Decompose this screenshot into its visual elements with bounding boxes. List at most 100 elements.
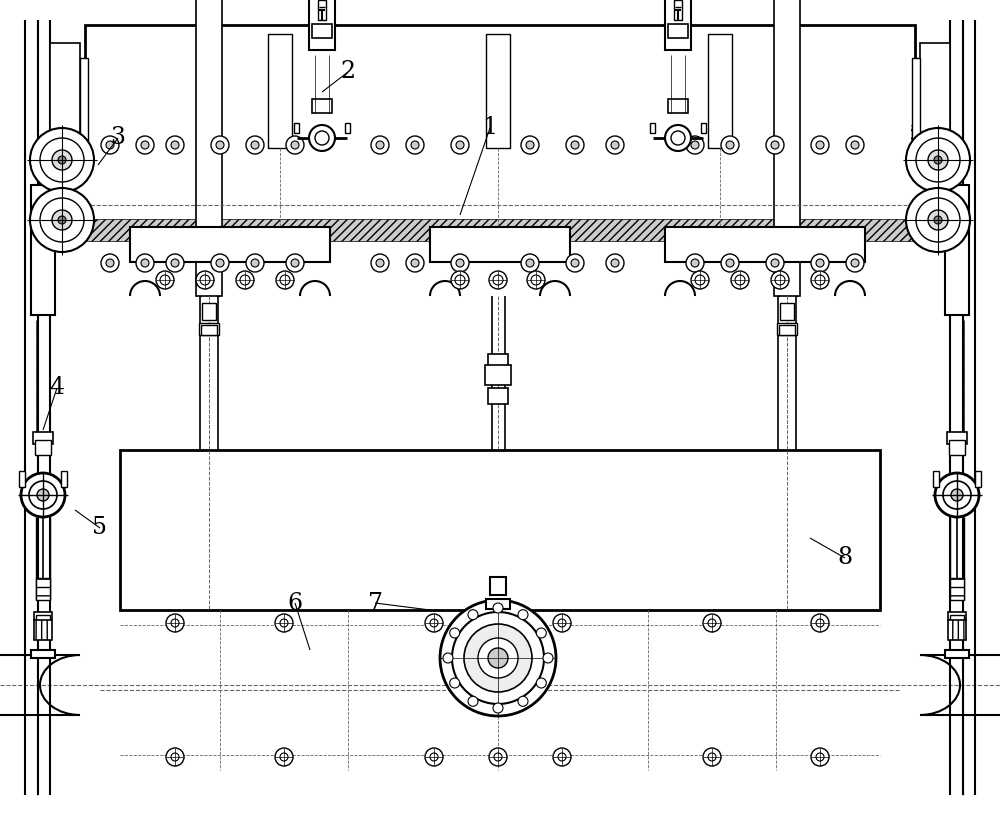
Circle shape — [286, 136, 304, 154]
Circle shape — [489, 271, 507, 289]
Circle shape — [166, 614, 184, 632]
Circle shape — [309, 125, 335, 151]
Circle shape — [236, 271, 254, 289]
Circle shape — [251, 259, 259, 267]
Circle shape — [815, 275, 825, 285]
Bar — [665, 227, 865, 262]
Circle shape — [29, 481, 57, 509]
Circle shape — [171, 141, 179, 149]
Bar — [674, 0, 682, 20]
Circle shape — [136, 136, 154, 154]
Bar — [779, 325, 795, 335]
Circle shape — [766, 136, 784, 154]
Circle shape — [611, 259, 619, 267]
Bar — [31, 185, 55, 315]
Circle shape — [211, 254, 229, 272]
Bar — [665, 0, 691, 50]
Circle shape — [726, 259, 734, 267]
Bar — [196, 0, 222, 296]
Bar — [85, 25, 915, 145]
Circle shape — [811, 271, 829, 289]
Circle shape — [376, 141, 384, 149]
Circle shape — [456, 141, 464, 149]
Bar — [912, 58, 920, 148]
Circle shape — [665, 125, 691, 151]
Bar — [488, 388, 508, 404]
Bar — [36, 578, 50, 600]
Text: 5: 5 — [92, 517, 108, 539]
Circle shape — [166, 748, 184, 766]
Circle shape — [708, 753, 716, 761]
Circle shape — [21, 473, 65, 517]
Circle shape — [171, 619, 179, 627]
Circle shape — [721, 136, 739, 154]
Circle shape — [771, 259, 779, 267]
Bar — [120, 450, 880, 610]
Bar — [490, 577, 506, 595]
Circle shape — [455, 275, 465, 285]
Circle shape — [928, 150, 948, 170]
Bar — [948, 612, 966, 620]
Circle shape — [695, 275, 705, 285]
Circle shape — [558, 619, 566, 627]
Bar — [975, 471, 981, 487]
Circle shape — [425, 748, 443, 766]
Text: 8: 8 — [837, 547, 853, 570]
Bar — [948, 620, 966, 640]
Circle shape — [771, 141, 779, 149]
Bar — [294, 123, 299, 133]
Circle shape — [816, 259, 824, 267]
Circle shape — [489, 614, 507, 632]
Circle shape — [934, 156, 942, 164]
Circle shape — [553, 614, 571, 632]
Bar — [708, 34, 732, 148]
Bar — [312, 99, 332, 113]
Text: 2: 2 — [340, 60, 356, 83]
Circle shape — [811, 748, 829, 766]
Bar — [345, 123, 350, 133]
Circle shape — [526, 141, 534, 149]
Bar — [35, 440, 51, 455]
Bar — [777, 0, 779, 296]
Bar — [50, 43, 80, 143]
Circle shape — [430, 753, 438, 761]
Circle shape — [275, 748, 293, 766]
Circle shape — [691, 141, 699, 149]
Circle shape — [52, 150, 72, 170]
Bar — [486, 599, 510, 609]
Circle shape — [703, 748, 721, 766]
Circle shape — [136, 254, 154, 272]
Circle shape — [101, 136, 119, 154]
Circle shape — [286, 254, 304, 272]
Circle shape — [766, 254, 784, 272]
Circle shape — [703, 614, 721, 632]
Bar — [780, 303, 794, 320]
Circle shape — [451, 254, 469, 272]
Circle shape — [943, 481, 971, 509]
Bar — [199, 0, 201, 296]
Bar — [774, 0, 800, 296]
Circle shape — [160, 275, 170, 285]
Circle shape — [406, 136, 424, 154]
Circle shape — [406, 254, 424, 272]
Bar — [920, 43, 950, 143]
Circle shape — [101, 254, 119, 272]
Circle shape — [106, 141, 114, 149]
Bar — [31, 650, 55, 658]
Circle shape — [775, 275, 785, 285]
Circle shape — [536, 678, 546, 688]
Bar — [19, 471, 25, 487]
Bar — [486, 34, 510, 148]
Circle shape — [456, 259, 464, 267]
Bar — [945, 650, 969, 658]
Circle shape — [811, 614, 829, 632]
Bar — [217, 0, 219, 296]
Circle shape — [771, 271, 789, 289]
Circle shape — [566, 254, 584, 272]
Circle shape — [451, 271, 469, 289]
Bar — [318, 0, 326, 20]
Circle shape — [246, 254, 264, 272]
Bar — [947, 432, 967, 444]
Text: 7: 7 — [368, 592, 382, 614]
Circle shape — [211, 136, 229, 154]
